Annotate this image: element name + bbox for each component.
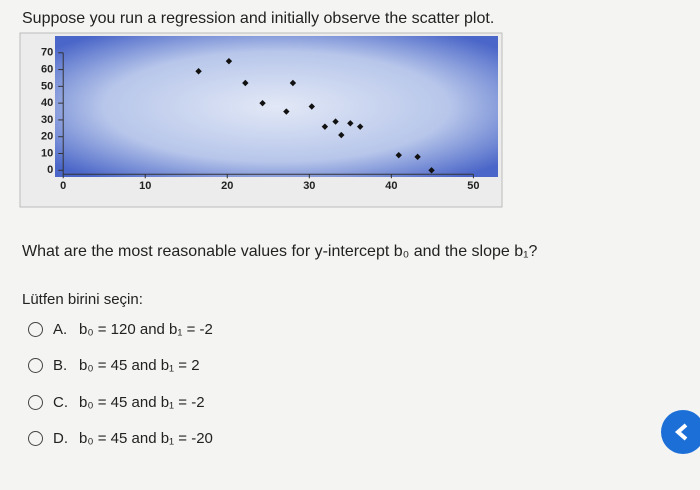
radio-button[interactable]	[28, 394, 43, 410]
x-tick-label: 40	[385, 180, 397, 192]
radio-button[interactable]	[28, 321, 43, 337]
point	[338, 131, 345, 139]
x-tick-label: 50	[467, 180, 479, 192]
option-text[interactable]: b₀ = 45 and b₁ = -2	[79, 393, 205, 411]
instruction: Lütfen birini seçin:	[22, 291, 143, 308]
plot-area	[55, 36, 498, 177]
point	[428, 167, 435, 174]
y-tick-label: 40	[41, 97, 53, 109]
radio-button[interactable]	[28, 431, 43, 446]
x-tick-label: 30	[303, 180, 315, 192]
option[interactable]: D. b₀ = 45 and b₁ = -20	[28, 427, 213, 451]
x-tick-label: 0	[60, 180, 66, 192]
point	[259, 99, 266, 107]
point	[414, 153, 421, 161]
point	[395, 151, 402, 159]
point	[356, 123, 364, 130]
option-text[interactable]: b₀ = 45 and b₁ = 2	[79, 357, 200, 374]
y-tick-label: 60	[41, 63, 53, 75]
question: Suppose you run a regression and initial…	[22, 10, 495, 27]
option-text[interactable]: b₀ = 120 and b₁ = -2	[79, 320, 213, 338]
point	[283, 108, 290, 115]
y-tick-label: 0	[47, 164, 53, 176]
prompt: What are the most reasonable values for …	[22, 243, 538, 260]
back-button[interactable]	[658, 410, 700, 460]
chart: 0 10 20 30 40 50 60 70 0 10 20 30 40 50	[19, 32, 503, 208]
point	[347, 120, 354, 127]
option-letter[interactable]: A.	[53, 320, 68, 338]
chevron-icon[interactable]	[674, 423, 688, 441]
option[interactable]: C. b₀ = 45 and b₁ = -2	[28, 390, 205, 414]
option-letter[interactable]: D.	[53, 430, 68, 447]
point	[321, 123, 329, 130]
option-letter[interactable]: C.	[53, 393, 68, 411]
point	[332, 118, 339, 125]
x-tick-label: 10	[139, 180, 151, 192]
option-letter[interactable]: B.	[53, 357, 68, 374]
point	[308, 103, 315, 110]
point	[289, 79, 297, 87]
radio-button[interactable]	[28, 358, 43, 373]
point	[225, 57, 233, 65]
option[interactable]: B. b₀ = 45 and b₁ = 2	[28, 354, 200, 378]
option[interactable]: A. b₀ = 120 and b₁ = -2	[28, 317, 213, 341]
y-tick-label: 20	[41, 131, 53, 143]
point	[195, 68, 202, 75]
point	[242, 79, 249, 87]
y-tick-label: 50	[41, 80, 53, 92]
option-text[interactable]: b₀ = 45 and b₁ = -20	[79, 430, 213, 447]
y-tick-label: 30	[41, 114, 53, 126]
y-tick-label: 70	[41, 47, 53, 59]
y-tick-label: 10	[41, 147, 53, 159]
x-tick-label: 20	[221, 180, 233, 192]
